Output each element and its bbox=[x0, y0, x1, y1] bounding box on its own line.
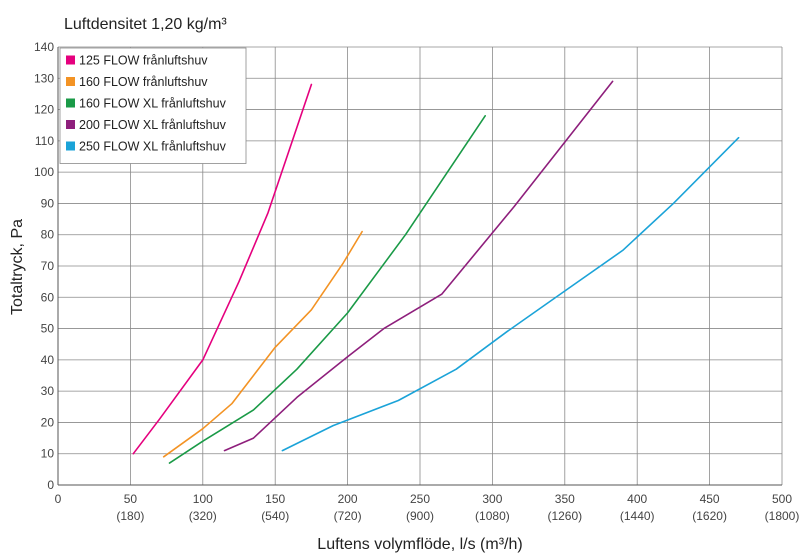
y-tick-label: 70 bbox=[41, 259, 55, 273]
y-tick-label: 110 bbox=[35, 134, 54, 148]
series-line-1 bbox=[132, 83, 313, 455]
y-tick-label: 20 bbox=[41, 415, 55, 429]
x-tick-sublabel: (320) bbox=[189, 509, 217, 523]
x-tick-label: 50 bbox=[124, 492, 138, 506]
legend-swatch-4 bbox=[66, 120, 75, 129]
x-tick-sublabel: (1620) bbox=[692, 509, 727, 523]
x-tick-sublabel: (1800) bbox=[765, 509, 800, 523]
y-tick-label: 10 bbox=[41, 447, 55, 461]
x-tick-sublabel: (540) bbox=[261, 509, 289, 523]
x-tick-label: 500 bbox=[772, 492, 792, 506]
x-tick-label: 450 bbox=[700, 492, 720, 506]
legend-label-5: 250 FLOW XL frånluftshuv bbox=[79, 140, 227, 154]
x-tick-label: 300 bbox=[482, 492, 502, 506]
y-tick-label: 50 bbox=[41, 322, 55, 336]
y-tick-label: 90 bbox=[41, 196, 55, 210]
series-line-3 bbox=[168, 115, 487, 464]
x-tick-sublabel: (180) bbox=[116, 509, 144, 523]
series-lines bbox=[132, 80, 740, 464]
x-tick-sublabel: (1080) bbox=[475, 509, 510, 523]
x-tick-sublabel: (1260) bbox=[547, 509, 582, 523]
y-tick-label: 30 bbox=[41, 384, 55, 398]
x-tick-sublabel: (720) bbox=[334, 509, 362, 523]
legend-swatch-3 bbox=[66, 98, 75, 108]
x-tick-label: 150 bbox=[265, 492, 285, 506]
series-line-4 bbox=[223, 80, 614, 452]
legend-label-4: 200 FLOW XL frånluftshuv bbox=[79, 118, 227, 132]
x-axis-title: Luftens volymflöde, l/s (m³/h) bbox=[317, 536, 522, 553]
y-tick-label: 140 bbox=[34, 40, 54, 54]
axes: 0 10 20 30 40 50 60 70 80 90 100 110 120 130 140 0 50 (18… bbox=[34, 40, 799, 523]
legend-swatch-5 bbox=[66, 141, 75, 151]
y-tick-label: 0 bbox=[47, 478, 54, 492]
series-line-2 bbox=[162, 230, 363, 458]
x-tick-label: 200 bbox=[338, 492, 358, 506]
x-tick-sublabel: (900) bbox=[406, 509, 434, 523]
legend-label-3: 160 FLOW XL frånluftshuv bbox=[79, 97, 227, 111]
legend-box bbox=[59, 47, 247, 164]
y-tick-label: 100 bbox=[34, 165, 54, 179]
legend-label-2: 160 FLOW frånluftshuv bbox=[79, 75, 208, 89]
series-line-5 bbox=[281, 136, 740, 452]
legend-label-1: 125 FLOW frånluftshuv bbox=[79, 54, 208, 68]
x-tick-label: 250 bbox=[410, 492, 430, 506]
y-tick-label: 120 bbox=[34, 103, 54, 117]
y-tick-label: 40 bbox=[41, 353, 55, 367]
x-tick-label: 0 bbox=[55, 492, 62, 506]
y-axis-title: Totaltryck, Pa bbox=[9, 219, 26, 315]
x-tick-sublabel: (1440) bbox=[620, 509, 655, 523]
legend-swatch-2 bbox=[66, 77, 75, 86]
legend-swatch-1 bbox=[66, 55, 75, 65]
x-tick-label: 400 bbox=[627, 492, 647, 506]
y-tick-label: 130 bbox=[34, 71, 54, 85]
x-tick-label: 350 bbox=[555, 492, 575, 506]
x-tick-label: 100 bbox=[193, 492, 213, 506]
chart-title: Luftdensitet 1,20 kg/m³ bbox=[64, 16, 227, 33]
legend: 125 FLOW frånluftshuv 160 FLOW frånluftsh… bbox=[59, 47, 247, 164]
y-tick-label: 60 bbox=[41, 290, 55, 304]
y-tick-label: 80 bbox=[41, 228, 55, 242]
